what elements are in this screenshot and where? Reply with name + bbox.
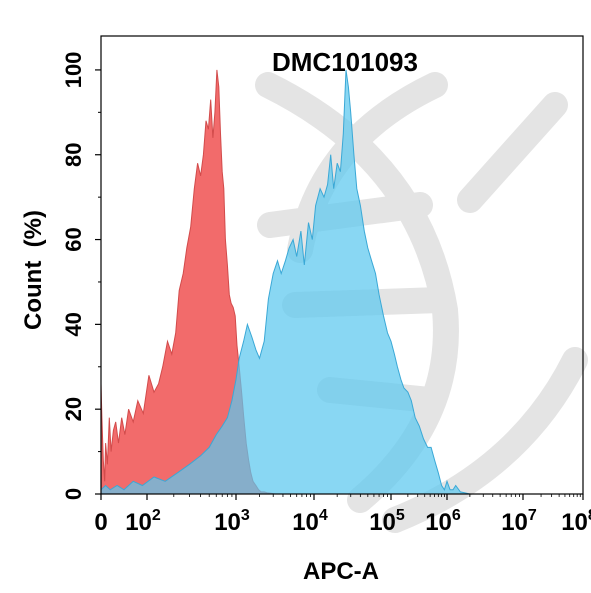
x-tick-label: 106 xyxy=(425,507,461,536)
x-tick-label: 102 xyxy=(125,507,161,536)
x-tick-label: 104 xyxy=(292,507,328,536)
y-tick-label: 0 xyxy=(61,488,86,500)
histogram-series-2 xyxy=(101,69,471,494)
x-tick-label: 107 xyxy=(501,507,537,536)
y-axis-title: Count (%) xyxy=(20,210,47,330)
y-tick-label: 40 xyxy=(61,312,86,336)
x-tick-label: 108 xyxy=(561,507,591,536)
x-axis-title: APC-A xyxy=(303,558,379,585)
y-tick-label: 100 xyxy=(61,52,86,89)
x-tick-label: 0 xyxy=(94,509,107,536)
plot-frame xyxy=(100,35,584,495)
chart-title: DMC101093 xyxy=(272,47,418,77)
series-layer xyxy=(101,69,471,494)
x-tick-label: 103 xyxy=(214,507,250,536)
axis-ticks: 0 20 40 60 80 100 0 102 103 104 105 106 107 108 xyxy=(61,52,591,536)
y-tick-label: 80 xyxy=(61,142,86,166)
y-tick-label: 20 xyxy=(61,397,86,421)
y-tick-label: 60 xyxy=(61,227,86,251)
x-tick-label: 105 xyxy=(369,507,405,536)
